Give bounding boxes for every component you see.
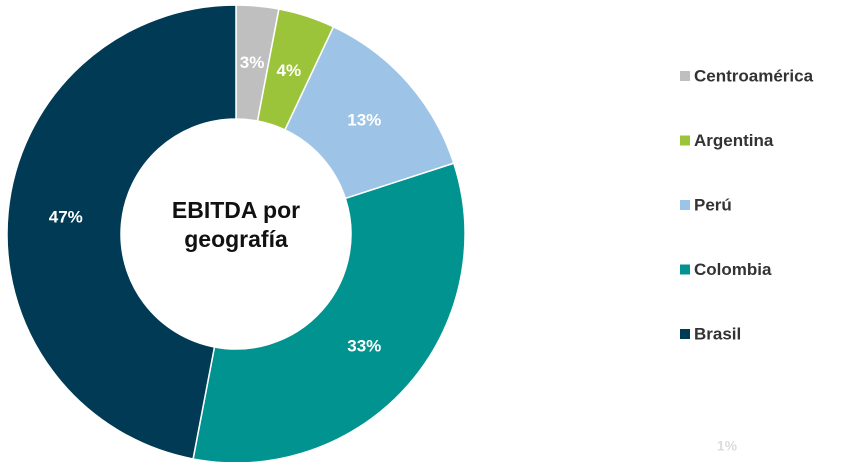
legend-label: Centroamérica [694, 66, 814, 85]
legend-label: Argentina [694, 131, 774, 150]
legend-marker [680, 71, 690, 81]
donut-slice [6, 4, 237, 460]
legend-marker [680, 200, 690, 210]
data-label: 3% [240, 53, 265, 72]
legend-label: Brasil [694, 324, 741, 343]
annotation: 1% [717, 438, 738, 454]
donut-slice [192, 162, 466, 462]
chart-title: EBITDA por geografía [171, 197, 301, 252]
data-label: 33% [347, 337, 381, 356]
legend-marker [680, 264, 690, 275]
legend-label: Colombia [694, 260, 772, 279]
data-label: 47% [49, 207, 83, 226]
data-label: 13% [347, 110, 381, 129]
data-label: 4% [277, 61, 302, 80]
legend-marker [680, 135, 690, 146]
legend-marker [680, 329, 690, 339]
legend-label: Perú [694, 195, 732, 214]
